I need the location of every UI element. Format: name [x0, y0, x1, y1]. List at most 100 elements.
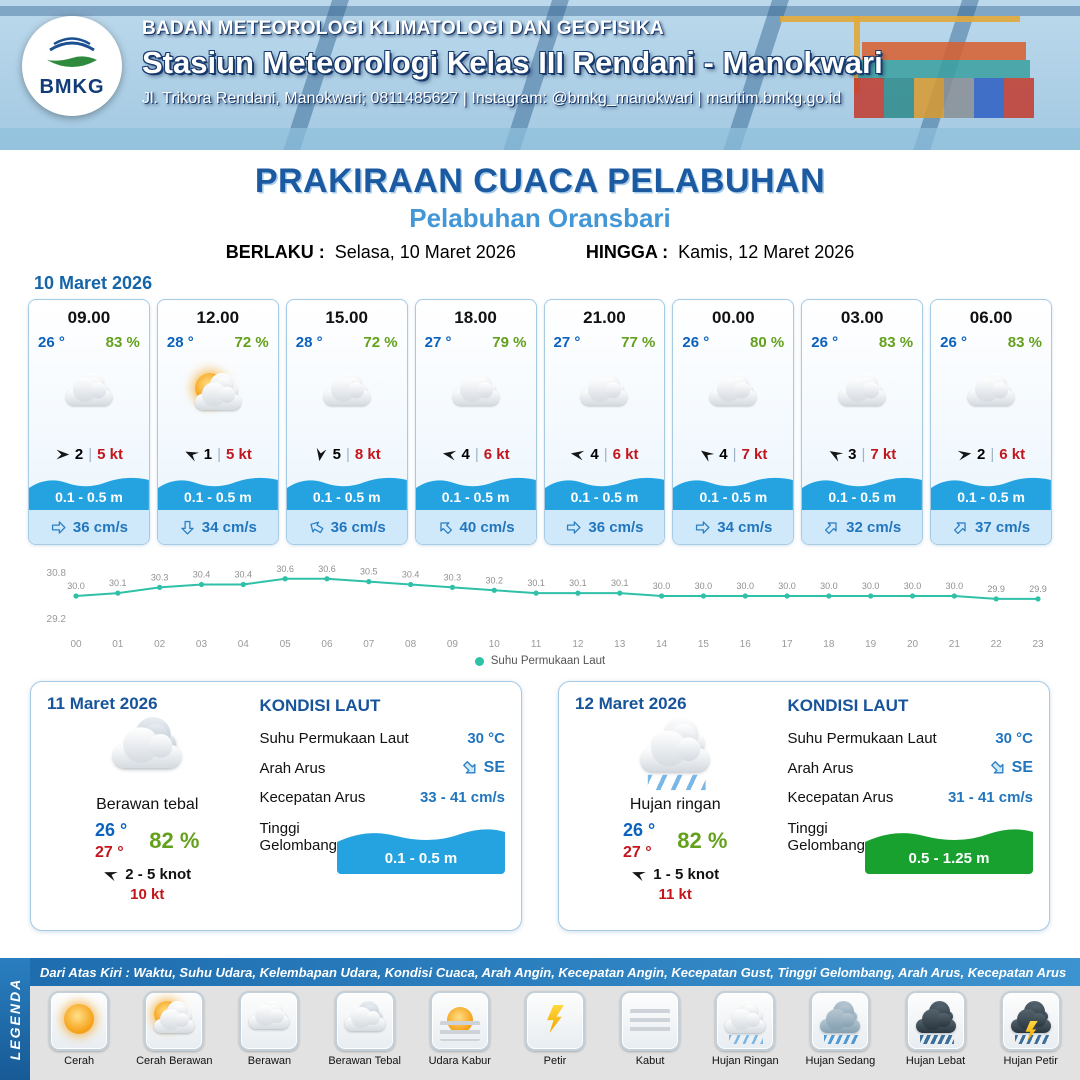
forecast-card: 21.00 27 ° 77 % 4 | 6 kt 0.1 - 0.5 m 36 …	[543, 299, 666, 545]
berawan-icon	[576, 370, 634, 421]
svg-text:16: 16	[740, 639, 752, 650]
legend-icon-box	[429, 991, 490, 1051]
divider: |	[474, 445, 479, 463]
wind-row: 4 | 7 kt	[673, 440, 793, 468]
svg-text:08: 08	[405, 639, 417, 650]
svg-text:03: 03	[196, 639, 208, 650]
humidity-value: 83 %	[878, 334, 914, 351]
temperature-value: 26 °	[811, 334, 839, 351]
sst-chart-section: 30.8 29.2 30.0 00 30.1 01 30.3 02 30.4 03 30.4 04 30…	[26, 555, 1054, 667]
svg-text:30.0: 30.0	[653, 581, 671, 591]
legend-item: Udara Kabur	[414, 991, 506, 1067]
forecast-card: 12.00 28 ° 72 % 1 | 5 kt 0.1 - 0.5 m 34 …	[156, 299, 279, 545]
svg-text:30.1: 30.1	[611, 578, 629, 588]
legend-icon-box	[620, 991, 681, 1051]
legend-section: Dari Atas Kiri : Waktu, Suhu Udara, Kele…	[0, 958, 1080, 1080]
forecast-time: 18.00	[454, 308, 497, 327]
divider: |	[990, 445, 995, 463]
wind-direction-icon	[570, 447, 585, 462]
wind-row: 4 | 6 kt	[416, 440, 536, 468]
wind-force: 1	[203, 445, 213, 463]
berawan-tebal-icon	[105, 714, 190, 789]
svg-text:30.6: 30.6	[276, 564, 294, 574]
current-direction-icon	[179, 519, 196, 536]
sea-conditions-title: KONDISI LAUT	[787, 696, 909, 715]
svg-text:30.0: 30.0	[820, 581, 838, 591]
current-direction-icon	[952, 519, 969, 536]
current-direction-icon	[308, 519, 325, 536]
wind-speed: 8 kt	[354, 445, 381, 463]
current-row: 37 cm/s	[931, 510, 1051, 544]
svg-text:30.0: 30.0	[67, 581, 85, 591]
day-wind-range: 1 - 5 knot	[653, 865, 720, 883]
legend-icon-box	[144, 991, 205, 1051]
svg-text:20: 20	[907, 639, 919, 650]
wind-direction-icon	[699, 447, 715, 462]
forecast-time: 03.00	[840, 308, 884, 327]
current-direction-label: Arah Arus	[259, 759, 326, 777]
day-condition: Hujan ringan	[629, 796, 721, 813]
forecast-card: 15.00 28 ° 72 % 5 | 8 kt 0.1 - 0.5 m 36 …	[285, 299, 408, 545]
weather-icon-slot	[29, 351, 149, 440]
wind-row: 2 | 6 kt	[931, 440, 1051, 468]
wind-row: 4 | 6 kt	[545, 440, 665, 468]
wind-force: 2	[74, 445, 84, 463]
forecast-card: 03.00 26 ° 83 % 3 | 7 kt 0.1 - 0.5 m 32 …	[801, 299, 924, 545]
divider: |	[861, 445, 866, 463]
current-direction-icon	[437, 519, 454, 536]
legend-item-label: Hujan Petir	[1003, 1055, 1058, 1067]
svg-text:18: 18	[823, 639, 835, 650]
wave-height-value: 0.1 - 0.5 m	[570, 489, 639, 505]
temperature-value: 28 °	[166, 334, 194, 351]
wave-height-value: 0.1 - 0.5 m	[828, 489, 897, 505]
berawan-icon	[60, 370, 118, 421]
current-row: 34 cm/s	[157, 510, 278, 544]
valid-from-value: Selasa, 10 Maret 2026	[334, 242, 516, 262]
valid-to-label: HINGGA :	[585, 242, 669, 262]
svg-text:11: 11	[531, 639, 542, 650]
legend-dot-icon	[474, 656, 484, 666]
wind-force: 4	[719, 445, 728, 463]
temperature-value: 27 °	[424, 334, 452, 351]
humidity-value: 79 %	[492, 334, 527, 351]
svg-text:13: 13	[614, 639, 626, 650]
day-gust: 10 kt	[130, 885, 165, 903]
current-speed-value: 40 cm/s	[459, 518, 515, 536]
wind-force: 4	[590, 445, 599, 463]
current-direction-value: SE	[1011, 759, 1033, 776]
wave-height-box: 0.1 - 0.5 m	[337, 820, 505, 874]
day-wind: 2 - 5 knot	[103, 866, 191, 883]
day-weather-icon-slot	[641, 714, 710, 791]
day-gust: 11 kt	[658, 885, 692, 903]
svg-text:05: 05	[280, 639, 292, 650]
berawan-icon	[833, 370, 891, 421]
svg-text:23: 23	[1032, 639, 1044, 650]
hourly-forecast-row: 09.00 26 ° 83 % 2 | 5 kt 0.1 - 0.5 m 36 …	[0, 299, 1080, 545]
udara-kabur-icon	[435, 999, 485, 1043]
temperature-value: 26 °	[940, 334, 967, 351]
day-weather-icon-slot	[113, 714, 182, 788]
wind-row: 1 | 5 kt	[158, 440, 278, 468]
window-frame-decoration	[0, 6, 1080, 16]
forecast-time: 09.00	[67, 308, 111, 327]
cerah-berawan-icon	[149, 999, 199, 1043]
wind-speed: 5 kt	[97, 445, 123, 463]
legend-item-label: Hujan Lebat	[905, 1055, 966, 1067]
title-section: PRAKIRAAN CUACA PELABUHAN Pelabuhan Oran…	[0, 162, 1080, 263]
day-temp-min: 27 °	[95, 844, 124, 862]
berawan-icon	[705, 370, 763, 421]
temperature-value: 26 °	[38, 334, 65, 351]
hujan-sedang-icon	[815, 999, 865, 1044]
sst-line-chart: 30.8 29.2 30.0 00 30.1 01 30.3 02 30.4 03 30.4 04 30…	[47, 564, 1047, 650]
weather-icon-slot	[673, 351, 793, 440]
humidity-value: 72 %	[234, 334, 269, 351]
legend-item: Cerah Berawan	[128, 991, 220, 1067]
current-speed-value: 37 cm/s	[975, 518, 1031, 536]
forecast-time: 12.00	[196, 308, 240, 327]
svg-text:30.5: 30.5	[360, 567, 378, 577]
valid-to-value: Kamis, 12 Maret 2026	[678, 242, 855, 262]
svg-text:01: 01	[112, 639, 124, 650]
day-temp-max: 26 °	[623, 820, 656, 840]
legend-item-label: Hujan Ringan	[711, 1055, 779, 1067]
current-direction-icon	[461, 759, 479, 777]
